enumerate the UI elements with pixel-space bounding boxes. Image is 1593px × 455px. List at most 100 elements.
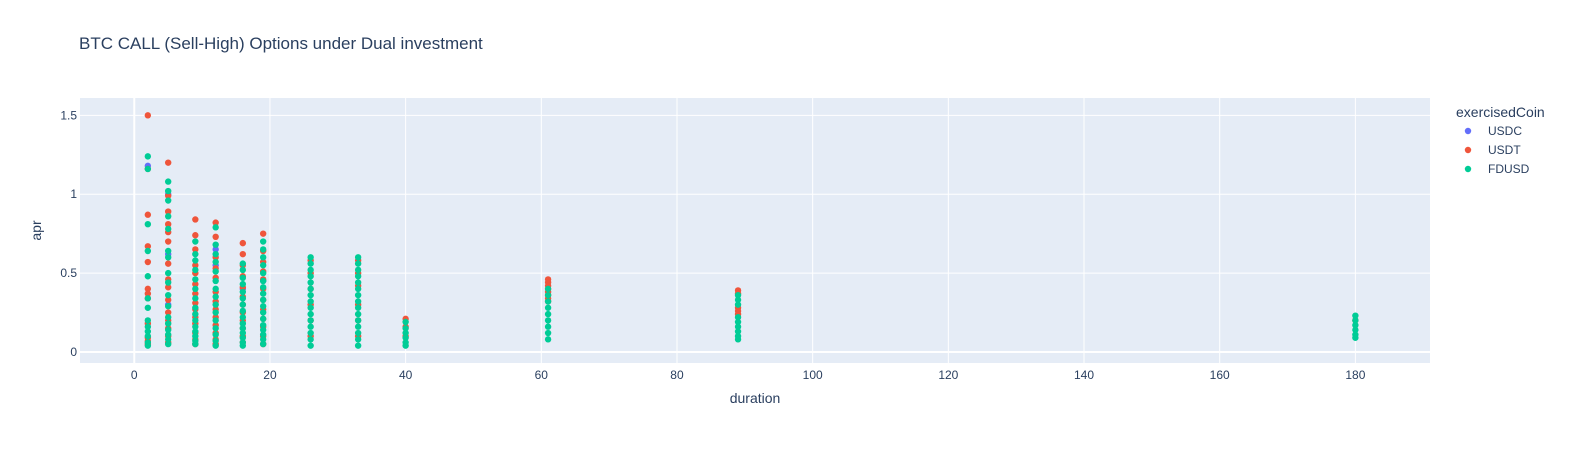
- data-point[interactable]: [307, 329, 314, 337]
- data-point[interactable]: [259, 277, 267, 285]
- data-point[interactable]: [734, 336, 742, 343]
- data-point[interactable]: [212, 285, 219, 293]
- data-point[interactable]: [192, 299, 199, 307]
- data-point[interactable]: [212, 337, 219, 345]
- data-point[interactable]: [402, 325, 409, 332]
- data-point[interactable]: [354, 266, 362, 274]
- data-point[interactable]: [164, 336, 172, 343]
- data-point[interactable]: [192, 246, 199, 253]
- data-point[interactable]: [307, 304, 314, 311]
- data-point[interactable]: [259, 315, 267, 323]
- data-point[interactable]: [164, 314, 172, 321]
- data-point[interactable]: [212, 317, 219, 324]
- data-point[interactable]: [259, 336, 267, 343]
- data-point[interactable]: [164, 208, 172, 215]
- data-point[interactable]: [212, 233, 219, 241]
- data-point[interactable]: [144, 258, 152, 266]
- data-point[interactable]: [164, 284, 172, 291]
- data-point[interactable]: [212, 219, 219, 226]
- data-point[interactable]: [164, 309, 172, 316]
- data-point[interactable]: [212, 241, 219, 248]
- data-point[interactable]: [192, 285, 199, 293]
- data-point[interactable]: [354, 285, 362, 293]
- data-point[interactable]: [259, 321, 267, 329]
- data-point[interactable]: [239, 239, 247, 247]
- data-point[interactable]: [164, 192, 172, 199]
- data-point[interactable]: [307, 254, 314, 261]
- data-point[interactable]: [144, 153, 152, 160]
- data-point[interactable]: [164, 296, 172, 304]
- data-point[interactable]: [402, 342, 409, 349]
- data-point[interactable]: [239, 314, 247, 321]
- data-point[interactable]: [164, 269, 172, 277]
- data-point[interactable]: [212, 258, 219, 266]
- data-point[interactable]: [734, 323, 742, 330]
- data-point[interactable]: [307, 342, 314, 349]
- data-point[interactable]: [144, 328, 152, 335]
- data-point[interactable]: [144, 342, 152, 349]
- data-point[interactable]: [544, 298, 552, 305]
- data-point[interactable]: [354, 291, 362, 299]
- data-point[interactable]: [307, 323, 314, 330]
- data-point[interactable]: [354, 260, 362, 267]
- data-point[interactable]: [212, 268, 219, 275]
- data-point[interactable]: [544, 329, 552, 337]
- data-point[interactable]: [164, 331, 172, 338]
- data-point[interactable]: [544, 291, 552, 299]
- data-point[interactable]: [259, 238, 267, 245]
- data-point[interactable]: [307, 260, 314, 267]
- data-point[interactable]: [164, 254, 172, 261]
- data-point[interactable]: [734, 296, 742, 304]
- data-point[interactable]: [192, 238, 199, 245]
- data-point[interactable]: [354, 304, 362, 311]
- data-point[interactable]: [164, 320, 172, 327]
- data-point[interactable]: [239, 288, 247, 296]
- data-point[interactable]: [212, 246, 219, 253]
- data-point[interactable]: [144, 332, 152, 340]
- data-point[interactable]: [307, 291, 314, 299]
- data-point[interactable]: [192, 328, 199, 335]
- data-point[interactable]: [259, 326, 267, 334]
- data-point[interactable]: [144, 273, 152, 280]
- data-point[interactable]: [164, 159, 172, 166]
- data-point[interactable]: [544, 310, 552, 318]
- data-point[interactable]: [144, 304, 152, 311]
- data-point[interactable]: [734, 328, 742, 335]
- data-point[interactable]: [239, 260, 247, 267]
- data-point[interactable]: [307, 310, 314, 318]
- data-point[interactable]: [144, 220, 152, 228]
- data-point[interactable]: [192, 266, 199, 274]
- data-point[interactable]: [164, 303, 172, 310]
- data-point[interactable]: [144, 285, 152, 293]
- data-point[interactable]: [402, 334, 409, 341]
- data-point[interactable]: [239, 274, 247, 282]
- data-point[interactable]: [212, 224, 219, 231]
- data-point[interactable]: [734, 301, 742, 308]
- data-point[interactable]: [164, 326, 172, 334]
- data-point[interactable]: [192, 250, 199, 258]
- data-point[interactable]: [192, 323, 199, 330]
- data-point[interactable]: [239, 250, 247, 258]
- data-point[interactable]: [164, 279, 172, 286]
- data-point[interactable]: [212, 325, 219, 332]
- data-point[interactable]: [402, 329, 409, 337]
- data-point[interactable]: [192, 332, 199, 340]
- data-point[interactable]: [402, 318, 409, 326]
- data-point[interactable]: [544, 317, 552, 324]
- data-point[interactable]: [307, 273, 314, 280]
- data-point[interactable]: [192, 340, 199, 348]
- data-point[interactable]: [164, 225, 172, 233]
- data-point[interactable]: [192, 232, 199, 239]
- data-point[interactable]: [192, 262, 199, 269]
- data-point[interactable]: [1352, 326, 1359, 334]
- data-point[interactable]: [192, 317, 199, 324]
- data-point[interactable]: [192, 280, 199, 288]
- data-point[interactable]: [239, 325, 247, 332]
- data-point[interactable]: [212, 277, 219, 285]
- data-point[interactable]: [734, 291, 742, 299]
- data-point[interactable]: [354, 323, 362, 330]
- data-point[interactable]: [164, 238, 172, 245]
- data-point[interactable]: [544, 336, 552, 343]
- data-point[interactable]: [259, 254, 267, 261]
- data-point[interactable]: [239, 334, 247, 341]
